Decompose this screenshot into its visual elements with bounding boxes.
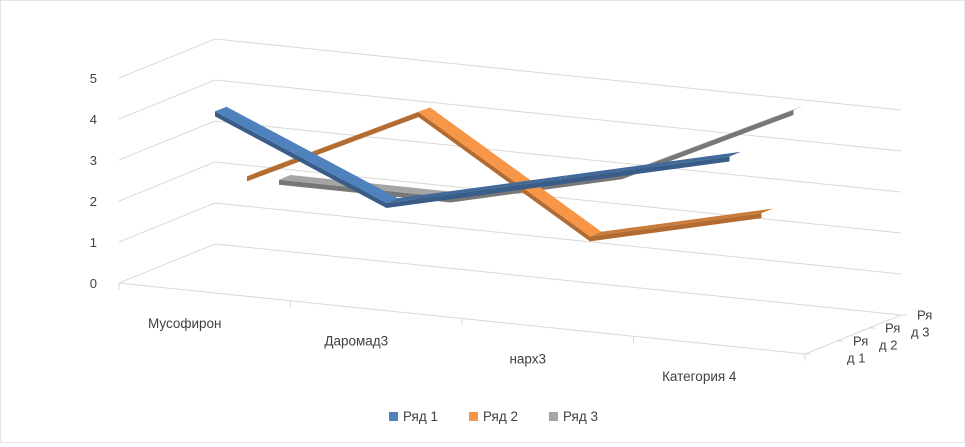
y-tick-label: 4	[90, 112, 97, 127]
depth-axis-label: Ря д 2	[879, 321, 900, 353]
series-ribbon	[214, 106, 742, 208]
depth-axis-label: Ря д 1	[847, 334, 868, 366]
y-tick-label: 1	[90, 235, 97, 250]
gridline	[118, 38, 902, 111]
series-ribbons	[214, 105, 806, 242]
depth-axis-label: Ря д 3	[911, 308, 932, 340]
ribbon-segment	[418, 107, 602, 237]
ribbon-edge	[621, 109, 794, 180]
ribbon-segment	[214, 106, 399, 203]
legend-label: Ряд 1	[403, 409, 438, 424]
axis-labels: 0 1 2 3 4 5 Мусофирон Даромад3 нарх3 Категория 4 Р…	[90, 71, 933, 384]
x-category-label: нарх3	[509, 351, 546, 366]
legend-label: Ряд 3	[563, 409, 598, 424]
ribbon-edge	[557, 156, 730, 185]
gridline	[118, 79, 902, 152]
ribbon-segment	[246, 107, 431, 177]
ribbon-segment	[557, 151, 742, 180]
x-category-label: Категория 4	[662, 369, 737, 384]
ribbon-edge	[418, 112, 590, 242]
series-ribbon	[246, 107, 774, 242]
legend-swatch	[389, 412, 398, 421]
ribbon-edge	[589, 213, 762, 242]
ribbon-edge	[214, 111, 387, 208]
axes	[118, 282, 907, 361]
y-tick-label: 2	[90, 194, 97, 209]
ribbon-segment	[386, 175, 570, 203]
legend: Ряд 1 Ряд 2 Ряд 3	[389, 409, 598, 424]
x-category-label: Даромад3	[324, 334, 388, 349]
y-tick-label: 3	[90, 153, 97, 168]
legend-label: Ряд 2	[483, 409, 518, 424]
ribbon-edge	[386, 179, 558, 208]
gridline	[118, 202, 902, 275]
legend-swatch	[549, 412, 558, 421]
gridlines	[118, 38, 902, 316]
y-tick-label: 0	[90, 276, 97, 291]
x-category-label: Мусофирон	[148, 316, 222, 331]
gridline	[118, 243, 902, 316]
y-tick-label: 5	[90, 71, 97, 86]
ribbon-edge	[246, 112, 419, 182]
gridline	[118, 161, 902, 234]
legend-swatch	[469, 412, 478, 421]
ribbon-segment	[589, 208, 774, 237]
ribbon-segment	[621, 105, 806, 175]
depth-axis-line	[804, 314, 902, 355]
